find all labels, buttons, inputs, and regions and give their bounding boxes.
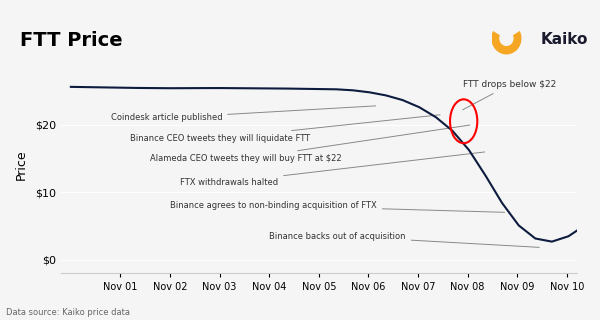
Text: Kaiko: Kaiko	[541, 32, 588, 47]
Wedge shape	[493, 22, 520, 38]
Circle shape	[492, 23, 521, 54]
Text: Binance CEO tweets they will liquidate FTT: Binance CEO tweets they will liquidate F…	[130, 115, 440, 143]
Text: Coindesk article published: Coindesk article published	[110, 106, 376, 122]
Text: FTX withdrawals halted: FTX withdrawals halted	[180, 152, 485, 187]
Text: FTT Price: FTT Price	[20, 31, 122, 50]
Y-axis label: Price: Price	[15, 150, 28, 180]
Text: Alameda CEO tweets they will buy FTT at $22: Alameda CEO tweets they will buy FTT at …	[150, 125, 470, 163]
Text: Binance backs out of acquisition: Binance backs out of acquisition	[269, 232, 539, 247]
Text: Binance agrees to non-binding acquisition of FTX: Binance agrees to non-binding acquisitio…	[170, 201, 505, 212]
Text: FTT drops below $22: FTT drops below $22	[463, 81, 556, 110]
Circle shape	[500, 31, 513, 45]
Text: Data source: Kaiko price data: Data source: Kaiko price data	[6, 308, 130, 317]
